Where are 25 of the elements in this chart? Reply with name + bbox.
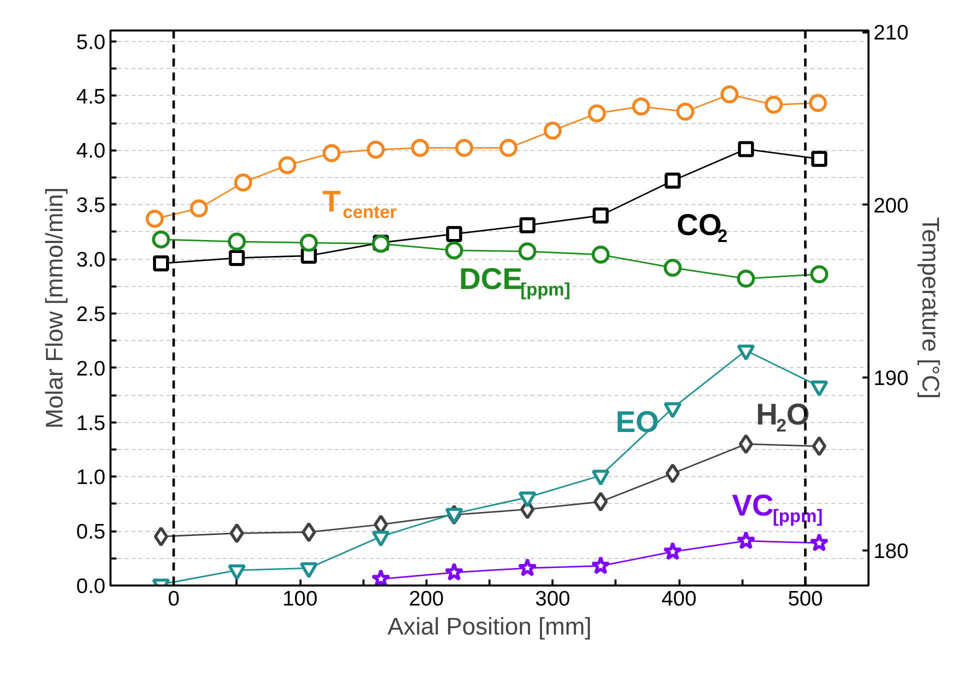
y-tick-label: 4.0 bbox=[76, 140, 106, 163]
y2-axis-title: Temperature [°C] bbox=[916, 217, 944, 399]
y2-tick-label: 190 bbox=[874, 367, 909, 390]
y-tick-label: 3.5 bbox=[76, 194, 106, 218]
y-tick-label: 0.5 bbox=[76, 520, 106, 544]
y-tick-label: 1.0 bbox=[76, 466, 106, 490]
y-tick-label: 4.5 bbox=[76, 85, 106, 108]
y-axis-title: Molar Flow [mmol/min] bbox=[41, 187, 68, 429]
y-tick-label: 3.0 bbox=[76, 248, 106, 272]
y2-tick-label: 210 bbox=[874, 22, 909, 45]
y-tick-label: 1.5 bbox=[76, 412, 106, 435]
y2-tick-label: 180 bbox=[874, 540, 909, 563]
y-tick-label: 0.0 bbox=[76, 575, 106, 598]
x-tick-label: 300 bbox=[535, 588, 570, 610]
y-tick-label: 2.5 bbox=[76, 302, 106, 326]
x-tick-label: 100 bbox=[282, 588, 318, 610]
series-label: EO bbox=[616, 406, 660, 440]
y2-tick-label: 200 bbox=[874, 194, 909, 218]
x-tick-label: 400 bbox=[661, 588, 697, 610]
y-tick-label: 2.0 bbox=[76, 357, 106, 380]
x-tick-label: 0 bbox=[168, 588, 180, 610]
x-tick-label: 200 bbox=[408, 588, 444, 610]
x-axis-title: Axial Position [mm] bbox=[387, 614, 592, 640]
y-tick-label: 5.0 bbox=[76, 30, 106, 54]
x-tick-label: 500 bbox=[788, 588, 823, 610]
